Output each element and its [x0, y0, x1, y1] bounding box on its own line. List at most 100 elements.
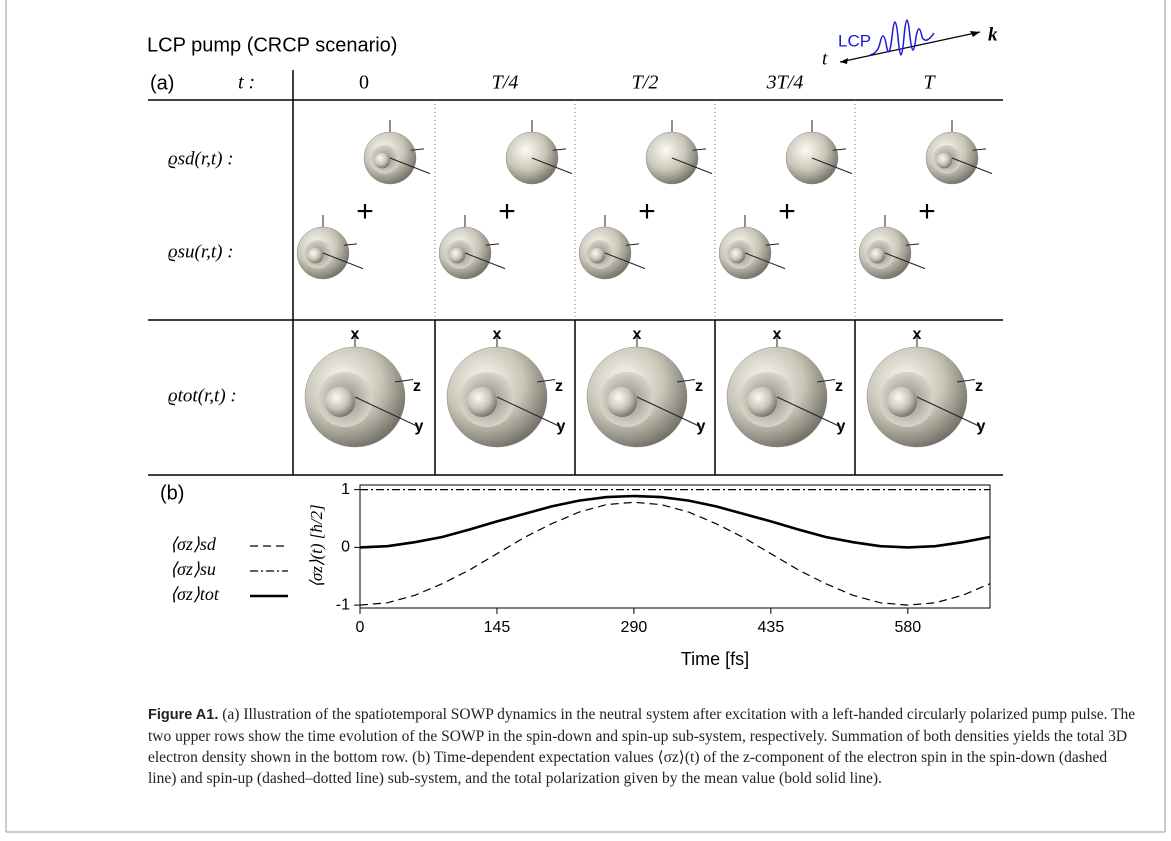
- axis-arrow: [916, 396, 982, 428]
- plus-sign: +: [638, 195, 656, 228]
- column-header: T/2: [632, 72, 659, 94]
- axis-label: z: [835, 378, 843, 395]
- axis-arrow: [394, 379, 414, 383]
- axis-arrow: [956, 379, 976, 383]
- density-sphere: [505, 120, 573, 185]
- series-line: [359, 501, 991, 606]
- plus-sign: +: [918, 195, 936, 228]
- arrowhead: [840, 58, 848, 64]
- axis-label: z: [555, 378, 563, 395]
- axis-arrow: [496, 396, 562, 428]
- inset-label: t: [822, 48, 828, 69]
- inset-label: LCP: [838, 31, 871, 50]
- axis-arrow: [951, 157, 993, 175]
- axis-arrow: [322, 252, 364, 270]
- density-sphere: [438, 215, 506, 280]
- axis-label: y: [557, 418, 566, 435]
- x-axis-title: Time [fs]: [681, 649, 749, 669]
- caption-text: (a) Illustration of the spatiotemporal S…: [148, 706, 1136, 787]
- panel-label: (a): [150, 72, 174, 94]
- density-sphere: [726, 335, 842, 448]
- time-label: t :: [238, 72, 255, 94]
- arrowhead: [970, 31, 980, 37]
- axis-arrow: [410, 148, 425, 151]
- axis-arrow: [776, 396, 842, 428]
- y-tick-label: 0: [341, 539, 350, 556]
- sphere-hole: [869, 247, 885, 264]
- sphere-hole: [449, 247, 466, 264]
- panel-title: LCP pump (CRCP scenario): [147, 34, 397, 56]
- axis-label: y: [415, 418, 424, 435]
- axis-label: z: [975, 378, 983, 395]
- sphere-hole: [747, 387, 777, 417]
- y-tick-label: 1: [341, 481, 350, 498]
- inset: LCP t k: [822, 19, 998, 69]
- axis-label: z: [413, 378, 421, 395]
- axis-label: y: [837, 418, 846, 435]
- axis-label: y: [697, 418, 706, 435]
- sphere-hole: [374, 152, 391, 169]
- x-tick-label: 580: [894, 619, 921, 636]
- axis-arrow: [744, 252, 786, 270]
- density-sphere: [304, 335, 420, 448]
- axis-label: y: [977, 418, 986, 435]
- pulse-wave: [869, 19, 935, 56]
- axis-label: x: [493, 326, 502, 343]
- column-header: T: [923, 72, 936, 94]
- axis-arrow: [343, 243, 358, 246]
- column-header: T/4: [492, 72, 519, 94]
- axis-arrow: [536, 379, 556, 383]
- column-header: 0: [359, 72, 369, 94]
- caption: Figure A1. (a) Illustration of the spati…: [148, 704, 1138, 789]
- axis-arrow: [884, 252, 926, 270]
- density-sphere: [363, 120, 431, 185]
- axis-arrow: [485, 243, 500, 246]
- density-sphere: [866, 335, 982, 448]
- axis-arrow: [765, 243, 780, 246]
- column-header: 3T/4: [766, 72, 804, 94]
- density-sphere: [858, 215, 926, 280]
- sphere-hole: [607, 387, 637, 417]
- axis-arrow: [671, 157, 713, 175]
- axis-arrow: [552, 148, 567, 151]
- legend-label: ⟨σz⟩su: [170, 559, 216, 579]
- x-tick-label: 290: [621, 619, 648, 636]
- density-sphere: [645, 120, 713, 185]
- density-sphere: [925, 120, 993, 185]
- inset-label: k: [988, 24, 998, 45]
- axis-label: x: [351, 326, 360, 343]
- legend-label: ⟨σz⟩sd: [170, 534, 217, 554]
- axis-arrow: [531, 157, 573, 175]
- row-label: ϱsu(r,t) :: [168, 241, 234, 262]
- axis-arrow: [905, 243, 920, 246]
- axis-arrow: [604, 252, 646, 270]
- panel-label: (b): [160, 482, 184, 504]
- density-sphere: [578, 215, 646, 280]
- sphere-hole: [936, 152, 952, 169]
- plus-sign: +: [778, 195, 796, 228]
- plus-sign: +: [356, 195, 374, 228]
- axis-arrow: [625, 243, 640, 246]
- caption-label: Figure A1.: [148, 707, 219, 723]
- density-sphere: [718, 215, 786, 280]
- y-tick-label: -1: [336, 596, 350, 613]
- axis-arrow: [692, 148, 707, 151]
- sphere-hole: [589, 247, 605, 264]
- x-tick-label: 0: [356, 619, 365, 636]
- sphere-hole: [307, 247, 324, 264]
- axis-label: x: [913, 326, 922, 343]
- sphere-hole: [467, 387, 497, 417]
- axis-label: z: [695, 378, 703, 395]
- axis-arrow: [832, 148, 847, 151]
- axis-label: x: [633, 326, 642, 343]
- axis-arrow: [676, 379, 696, 383]
- legend-label: ⟨σz⟩tot: [170, 584, 220, 604]
- axis-arrow: [636, 396, 702, 428]
- density-sphere: [446, 335, 562, 448]
- sphere-hole: [887, 387, 917, 417]
- x-tick-label: 435: [758, 619, 785, 636]
- row-label: ϱtot(r,t) :: [168, 385, 237, 406]
- axis-arrow: [389, 157, 431, 175]
